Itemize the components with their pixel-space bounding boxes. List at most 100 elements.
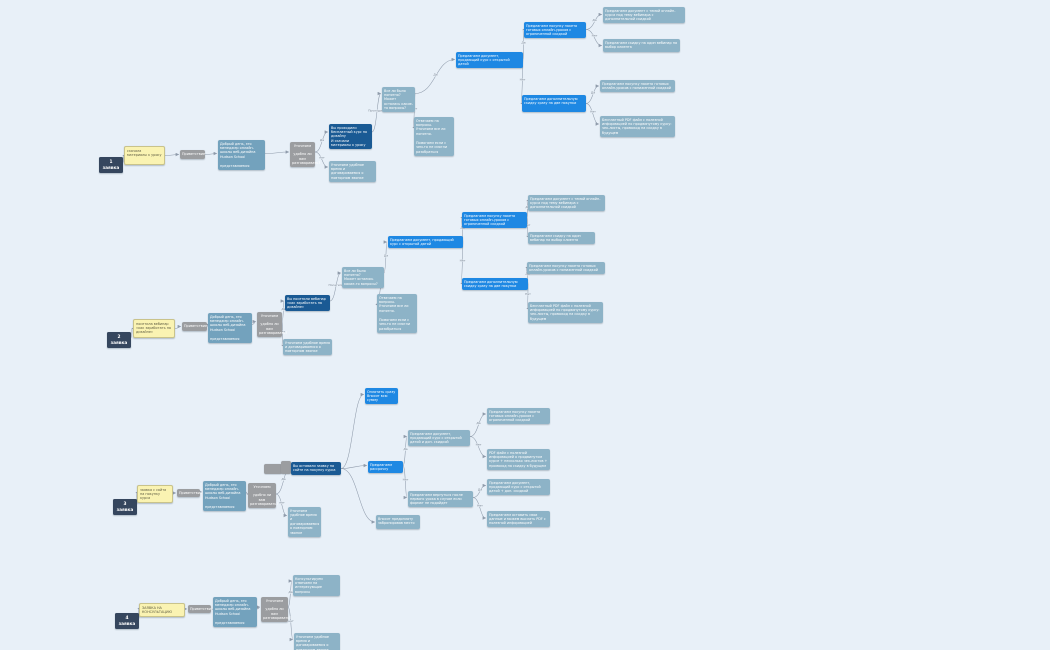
branch1-intro-script[interactable]: Добрый день, это менеджер онлайн-школы в… [218, 140, 265, 170]
branch3-convenience-check[interactable]: Уточняем удобно ли вам разговаривать? [248, 483, 278, 509]
branch1-offer-package-no[interactable]: Предлагаем скидку на один вебинар на выб… [603, 39, 680, 52]
edge-b3dark-b3pay [340, 392, 365, 469]
branch1-offer-discount[interactable]: Предлагаем дополнительную скидку сразу н… [522, 95, 586, 112]
branch1-offer-package-yes[interactable]: Предлагаем документ с темой онлайн-курса… [603, 7, 685, 24]
edge-label-b1q-b1doc: Да [433, 72, 437, 76]
branch3-collapsed-node[interactable] [264, 464, 282, 474]
branch1-offer-package[interactable]: Предлагаем покупку пакета готовых онлайн… [524, 22, 586, 39]
edge-b3doca-b3pdf [469, 436, 487, 459]
edge-label-b1dec-b1dark: Да [320, 138, 324, 142]
branch2-answer-questions[interactable]: Отвечаем на вопросы. Уточняем все ли пон… [377, 294, 417, 333]
edge-label-b1offb-b1b2: Нет [590, 110, 596, 114]
edge-b1offa-b1a1 [585, 12, 603, 30]
edge-label-b3ret-b3leave: Нет [477, 504, 483, 508]
edge-b3ret-b3docb [472, 483, 487, 498]
branch1-context-script[interactable]: Вы проходили бесплатный курс по дизайну … [329, 124, 372, 150]
edge-label-b3dec-b3dark: Да [281, 477, 285, 481]
branch2-intro-script[interactable]: Добрый день, это менеджер онлайн-школы в… [208, 313, 252, 343]
branch4-consult[interactable]: Консультируем отвечаем на интересующие в… [293, 575, 340, 596]
branch2-convenience-check[interactable]: Уточняем удобно ли вам разговаривать? [257, 312, 287, 338]
branch1-offer-discount-no[interactable]: Бесплатный PDF файл с полезной информаци… [600, 116, 675, 137]
branch4-greeting[interactable]: Приветствие [188, 605, 213, 613]
branch2-context-script[interactable]: Вы посетили вебинар «как заработать на д… [285, 295, 330, 312]
edge-b2dec-b2dark [280, 299, 285, 322]
branch2-offer-package-yes[interactable]: Предлагаем документ с темой онлайн-курса… [528, 195, 605, 212]
edge-b4intro-b4greet [183, 607, 188, 611]
branch2-offer-package-no[interactable]: Предлагаем скидку на один вебинар на выб… [528, 232, 595, 245]
edge-b3inst-b3doca [402, 434, 408, 466]
edge-label-b3dec-b3cb: нет [279, 501, 285, 505]
branch1-offer-document[interactable]: Предлагаем документ, продающий курс с от… [456, 52, 523, 69]
edge-b3ret-b3leave [472, 497, 487, 520]
edge-b3dark-b3pre [340, 468, 376, 524]
edge-b4dec-b4cb [287, 606, 294, 642]
branch3-collapsed-node[interactable] [281, 461, 291, 474]
branch1-answer-questions[interactable]: Отвечаем на вопросы. Уточняем все ли пон… [414, 117, 454, 156]
edge-b1intro-b1greet [164, 152, 180, 157]
branch2-offer-discount[interactable]: Предлагаем дополнительную скидку сразу н… [462, 278, 528, 291]
branch3-prepayment[interactable]: Вносит предоплату забронировав место [376, 515, 420, 529]
edge-label-b3doca-b3pdf: Нет [476, 442, 482, 446]
edge-b2script-b2dec [251, 319, 257, 325]
branch3-context-script[interactable]: Вы оставили заявку на сайте на покупку к… [291, 462, 341, 475]
branch1-lead-source[interactable]: скачала материалы к уроку [124, 146, 165, 165]
edge-b1dec-b1dark [314, 130, 329, 153]
edge-label-b1offb-b1b1: Да [591, 91, 595, 95]
branch2-offer-discount-no[interactable]: Бесплатный PDF файл с полезной информаци… [528, 302, 603, 323]
branch2-clarify-questions[interactable]: Все ли было понятно? Может остались каки… [342, 267, 384, 288]
edge-b3script-b3dec [245, 491, 251, 496]
branch3-offer-installments[interactable]: Предлагаем рассрочку [368, 461, 403, 474]
edge-label-b3inst-b3ret: Нет [403, 477, 409, 481]
branch1-callback[interactable]: Уточняем удобное время и договариваемся … [329, 161, 376, 182]
edge-b4script-b4dec [256, 605, 261, 610]
edge-b1script-b1dec [264, 150, 290, 154]
edge-b1q-b1doc [414, 57, 456, 94]
branch1-tag[interactable]: 1 заявка [99, 157, 123, 173]
edge-label-b1doc-b1offb: Нет [520, 77, 526, 81]
branch2-offer-document[interactable]: Предлагаем документ, продающий курс с от… [388, 236, 463, 249]
branch3-leave-contacts[interactable]: Предлагаем оставить свои данные и можем … [487, 511, 550, 528]
branch3-lead-source[interactable]: заявка с сайта на покупку курса [137, 485, 173, 504]
edge-b3doca-b3pack [469, 412, 487, 437]
branch4-intro-script[interactable]: Добрый день, это менеджер онлайн-школы в… [213, 597, 257, 627]
branch2-lead-source[interactable]: посетила вебинар «как заработать на диза… [133, 319, 175, 338]
branch4-callback[interactable]: Уточняем удобное время и договариваемся … [294, 633, 340, 650]
branch4-tag[interactable]: 4 заявка [115, 613, 139, 629]
branch1-offer-discount-yes[interactable]: Предлагаем покупку пакета готовых онлайн… [600, 80, 675, 93]
branch3-callback[interactable]: Уточняем удобное время и договариваемся … [288, 507, 321, 537]
branch3-offer-package[interactable]: Предлагаем покупку пакета готовых онлайн… [487, 408, 550, 425]
edge-b1dark-b1q [371, 91, 382, 133]
branch2-offer-discount-yes[interactable]: Предлагаем покупку пакета готовых онлайн… [527, 262, 605, 275]
branch2-offer-package[interactable]: Предлагаем покупку пакета готовых онлайн… [462, 212, 527, 229]
branch4-convenience-check[interactable]: Уточняем удобно ли вам разговаривать? [261, 597, 291, 623]
branch1-greeting[interactable]: Приветствие [180, 150, 205, 159]
branch3-greeting[interactable]: Приветствие [177, 489, 202, 497]
branch3-pay-now[interactable]: Оплатить сразу Вносит всю сумму [365, 388, 398, 405]
edge-b2q-b2doc [383, 240, 388, 274]
edge-b3dark-b3inst [340, 463, 368, 469]
edge-b3intro-b3greet [172, 491, 177, 495]
branch4-lead-source[interactable]: ЗАЯВКА НА КОНСУЛЬТАЦИЮ [139, 603, 185, 618]
edge-b3inst-b3ret [402, 465, 408, 500]
branch3-offer-document-2[interactable]: Предлагаем документ, продающий курс с от… [487, 479, 550, 496]
branch2-callback[interactable]: Уточняем удобное время и договариваемся … [283, 339, 332, 356]
branch3-tag[interactable]: 3 заявка [113, 499, 137, 515]
branch3-intro-script[interactable]: Добрый день, это менеджер онлайн-школы в… [203, 481, 246, 511]
edge-b1offb-b1b1 [585, 84, 600, 104]
branch1-convenience-check[interactable]: Уточняем удобно ли вам разговаривать? [290, 142, 320, 168]
branch3-offer-document[interactable]: Предлагаем документ, продающий курс с от… [408, 430, 470, 447]
branch3-pdf-bonus[interactable]: PDF файл с полезной информацией о продви… [487, 449, 550, 470]
edge-b1greet-b1script [204, 151, 218, 156]
edge-b1offb-b1b2 [585, 103, 600, 126]
edge-label-b1offa-b1a2: Нет [592, 33, 598, 37]
edge-label-b1doc-b1offa: Да [521, 40, 525, 44]
branch2-greeting[interactable]: Приветствие [182, 322, 207, 331]
edge-label-b3ret-b3docb: Да [478, 487, 482, 491]
branch3-offer-return[interactable]: Предлагаем вернуться после первого урока… [408, 491, 473, 508]
branch1-clarify-questions[interactable]: Все ли было понятно? Может остались каки… [382, 87, 415, 113]
edge-b2intro-b2greet [174, 324, 182, 329]
edge-b4dec-b4cons [287, 579, 293, 608]
branch2-tag[interactable]: 2 заявка [107, 332, 131, 348]
edge-label-b2offb-b2b2: Нет [525, 292, 531, 296]
